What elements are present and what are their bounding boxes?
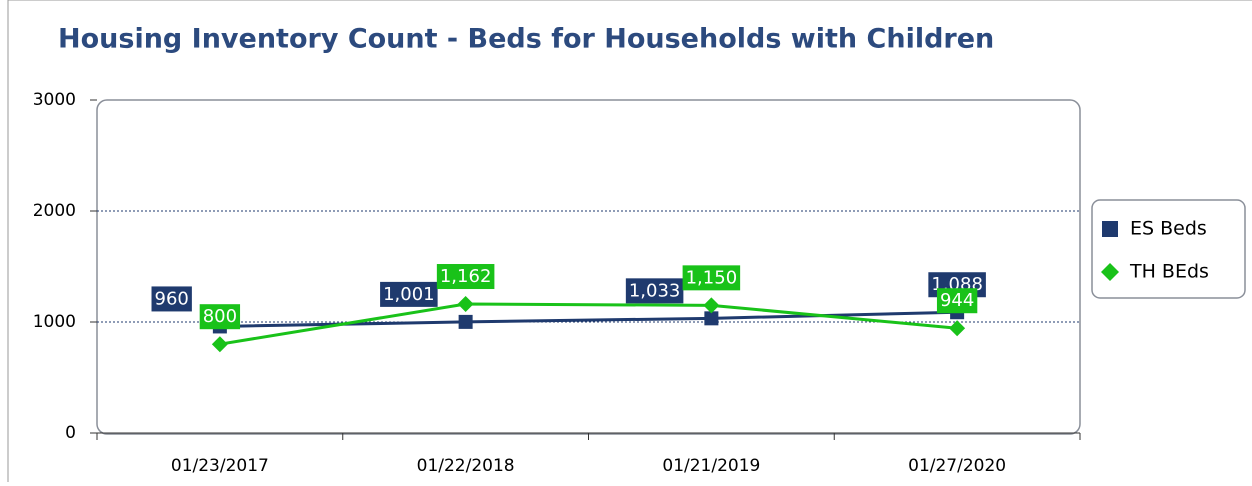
value-label-text: 1,150 [686,267,738,288]
y-tick-label: 1000 [33,312,76,332]
marker [457,296,474,313]
value-label-text: 944 [940,290,974,311]
marker [949,320,966,337]
value-label: 944 [936,288,978,314]
value-label-box [436,264,495,290]
value-label: 800 [199,304,241,330]
value-label: 960 [151,286,192,312]
x-tick-label: 01/23/2017 [171,456,269,476]
value-label: 1,162 [436,264,495,290]
value-label-box [625,278,684,304]
value-label: 1,033 [625,278,684,304]
value-label-box [151,286,192,312]
y-tick-label: 0 [65,423,76,443]
value-label-box [199,304,241,330]
legend-label: ES Beds [1130,218,1207,240]
value-label-box [682,265,741,291]
plot-area [96,99,1081,435]
legend-label: TH BEds [1129,261,1209,283]
legend-marker [1102,221,1118,237]
value-label: 1,001 [380,281,438,307]
x-tick-label: 01/21/2019 [662,456,760,476]
legend-marker [1101,263,1119,281]
value-label-text: 1,162 [440,266,492,287]
legend [1091,199,1246,299]
series-line [219,302,958,346]
marker [704,311,719,326]
value-label-box [936,288,978,314]
value-label-text: 800 [203,306,237,327]
value-label-box [380,281,438,307]
value-label-text: 1,001 [383,284,435,305]
x-tick-label: 01/27/2020 [908,456,1006,476]
y-tick-label: 3000 [33,90,76,110]
chart-title: Housing Inventory Count - Beds for House… [58,24,994,55]
value-label-text: 1,033 [629,280,681,301]
marker [211,336,228,353]
marker [703,297,720,314]
marker [458,314,473,329]
value-label: 1,150 [682,265,741,291]
x-tick-label: 01/22/2018 [417,456,515,476]
value-label-text: 960 [155,288,189,309]
y-tick-label: 2000 [33,201,76,221]
